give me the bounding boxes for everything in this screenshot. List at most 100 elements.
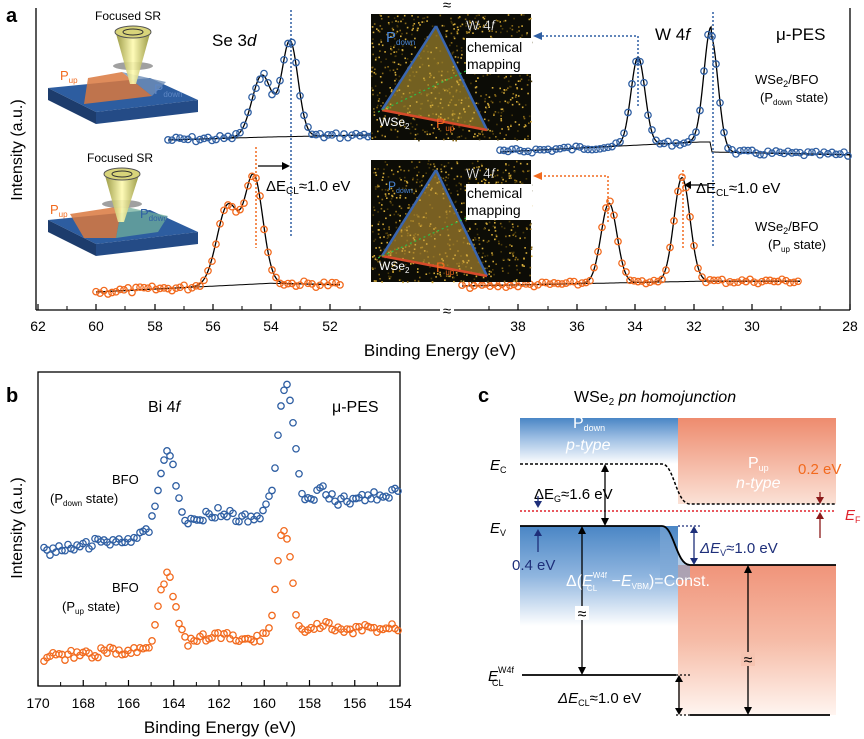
w-pdown-point <box>792 148 800 157</box>
substrate-side-face <box>96 100 198 124</box>
bi-pdown-point <box>178 508 186 516</box>
map-flake-top <box>382 26 487 130</box>
map-speck <box>411 188 413 191</box>
panel-b-x-tick-label: 170 <box>26 695 50 711</box>
map-speck <box>394 71 397 74</box>
w-pdown-point <box>540 145 548 154</box>
w-pup-point <box>630 276 638 285</box>
bi-pup-point <box>178 625 186 634</box>
map-speck <box>372 268 374 270</box>
map-speck <box>399 197 401 199</box>
map-speck <box>485 24 488 27</box>
map-speck <box>372 256 374 258</box>
map-speck <box>521 264 524 267</box>
w-pup-point <box>506 281 514 290</box>
bi-pup-point <box>175 619 183 628</box>
map-speck <box>471 162 474 165</box>
w-pup-point <box>742 277 750 286</box>
map-speck <box>526 84 529 86</box>
map-speck <box>414 37 416 40</box>
map-speck <box>373 114 376 116</box>
map-speck <box>404 176 406 179</box>
se-pup-point <box>192 281 200 290</box>
map-speck <box>411 33 413 36</box>
map-chemical-label-top: chemical <box>467 39 522 55</box>
bi-pup-point <box>61 656 69 664</box>
w-pdown-point <box>560 143 568 152</box>
w-pup-point <box>574 280 582 289</box>
map-speck <box>529 228 532 230</box>
map-speck <box>402 281 404 284</box>
map-speck <box>398 75 401 78</box>
map-speck <box>482 26 485 28</box>
map-speck <box>467 14 469 16</box>
map-speck <box>419 276 421 279</box>
map-speck <box>386 197 388 199</box>
map-speck <box>501 267 504 270</box>
map-speck <box>412 177 415 180</box>
map-speck <box>405 213 407 215</box>
bi-pup-point <box>358 626 366 635</box>
se-pup-point <box>172 284 180 293</box>
bi-pup-point <box>184 642 192 650</box>
w-pdown-map-arrowhead <box>533 32 542 40</box>
map-speck <box>523 258 525 260</box>
map-speck <box>444 179 447 182</box>
map-speck <box>416 133 419 135</box>
bi-pup-point <box>172 603 180 611</box>
map-speck <box>433 163 435 165</box>
map-speck <box>384 51 386 53</box>
map-speck <box>460 280 462 282</box>
map-speck <box>515 279 518 281</box>
w-pdown-point <box>564 143 572 152</box>
map-speck <box>410 60 412 63</box>
map-speck <box>527 170 529 172</box>
bi-pdown-point <box>394 487 402 495</box>
map-speck <box>443 272 445 275</box>
map-speck <box>421 179 423 182</box>
panel-a-spectra <box>92 25 852 298</box>
map-speck <box>465 25 467 27</box>
map-speck <box>484 98 487 100</box>
se-pup-point <box>292 282 300 290</box>
se-pdown-point <box>216 132 224 140</box>
se-pdown-point <box>276 76 284 85</box>
map-speck <box>456 61 459 64</box>
w-pup-point <box>606 197 614 206</box>
map-speck <box>391 194 393 197</box>
zone-plate-top <box>114 25 152 39</box>
map-speck <box>392 69 395 71</box>
sr-beam-cone-top <box>115 30 151 84</box>
se-pdown-point <box>332 129 340 138</box>
map-pdown-edge-bottom-2 <box>434 169 489 277</box>
bi-pdown-point <box>169 460 177 469</box>
panel-a-label: a <box>6 5 18 27</box>
se-pup-point <box>176 283 184 292</box>
map-speck <box>517 130 519 132</box>
map-speck <box>514 280 517 283</box>
map-speck <box>487 119 490 122</box>
map-speck <box>475 275 478 278</box>
map-speck <box>389 200 392 203</box>
map-speck <box>445 30 448 32</box>
map-speck <box>479 26 481 28</box>
map-speck <box>381 72 384 75</box>
map-speck <box>457 29 460 31</box>
bi-pdown-point <box>370 488 378 496</box>
bi-pdown-point <box>262 500 270 509</box>
map-speck <box>391 204 394 206</box>
map-speck <box>500 31 502 34</box>
map-speck <box>401 187 404 190</box>
map-speck <box>393 46 395 49</box>
map-speck <box>397 170 399 173</box>
map-speck <box>477 14 479 16</box>
map-speck <box>507 272 510 274</box>
map-speck <box>390 197 393 200</box>
map-speck <box>380 18 383 20</box>
map-speck <box>521 34 523 37</box>
w-pup-point <box>626 276 634 285</box>
map-speck <box>440 170 443 173</box>
map-speck <box>382 119 385 122</box>
map-speck <box>520 88 523 90</box>
map-speck <box>422 129 424 131</box>
